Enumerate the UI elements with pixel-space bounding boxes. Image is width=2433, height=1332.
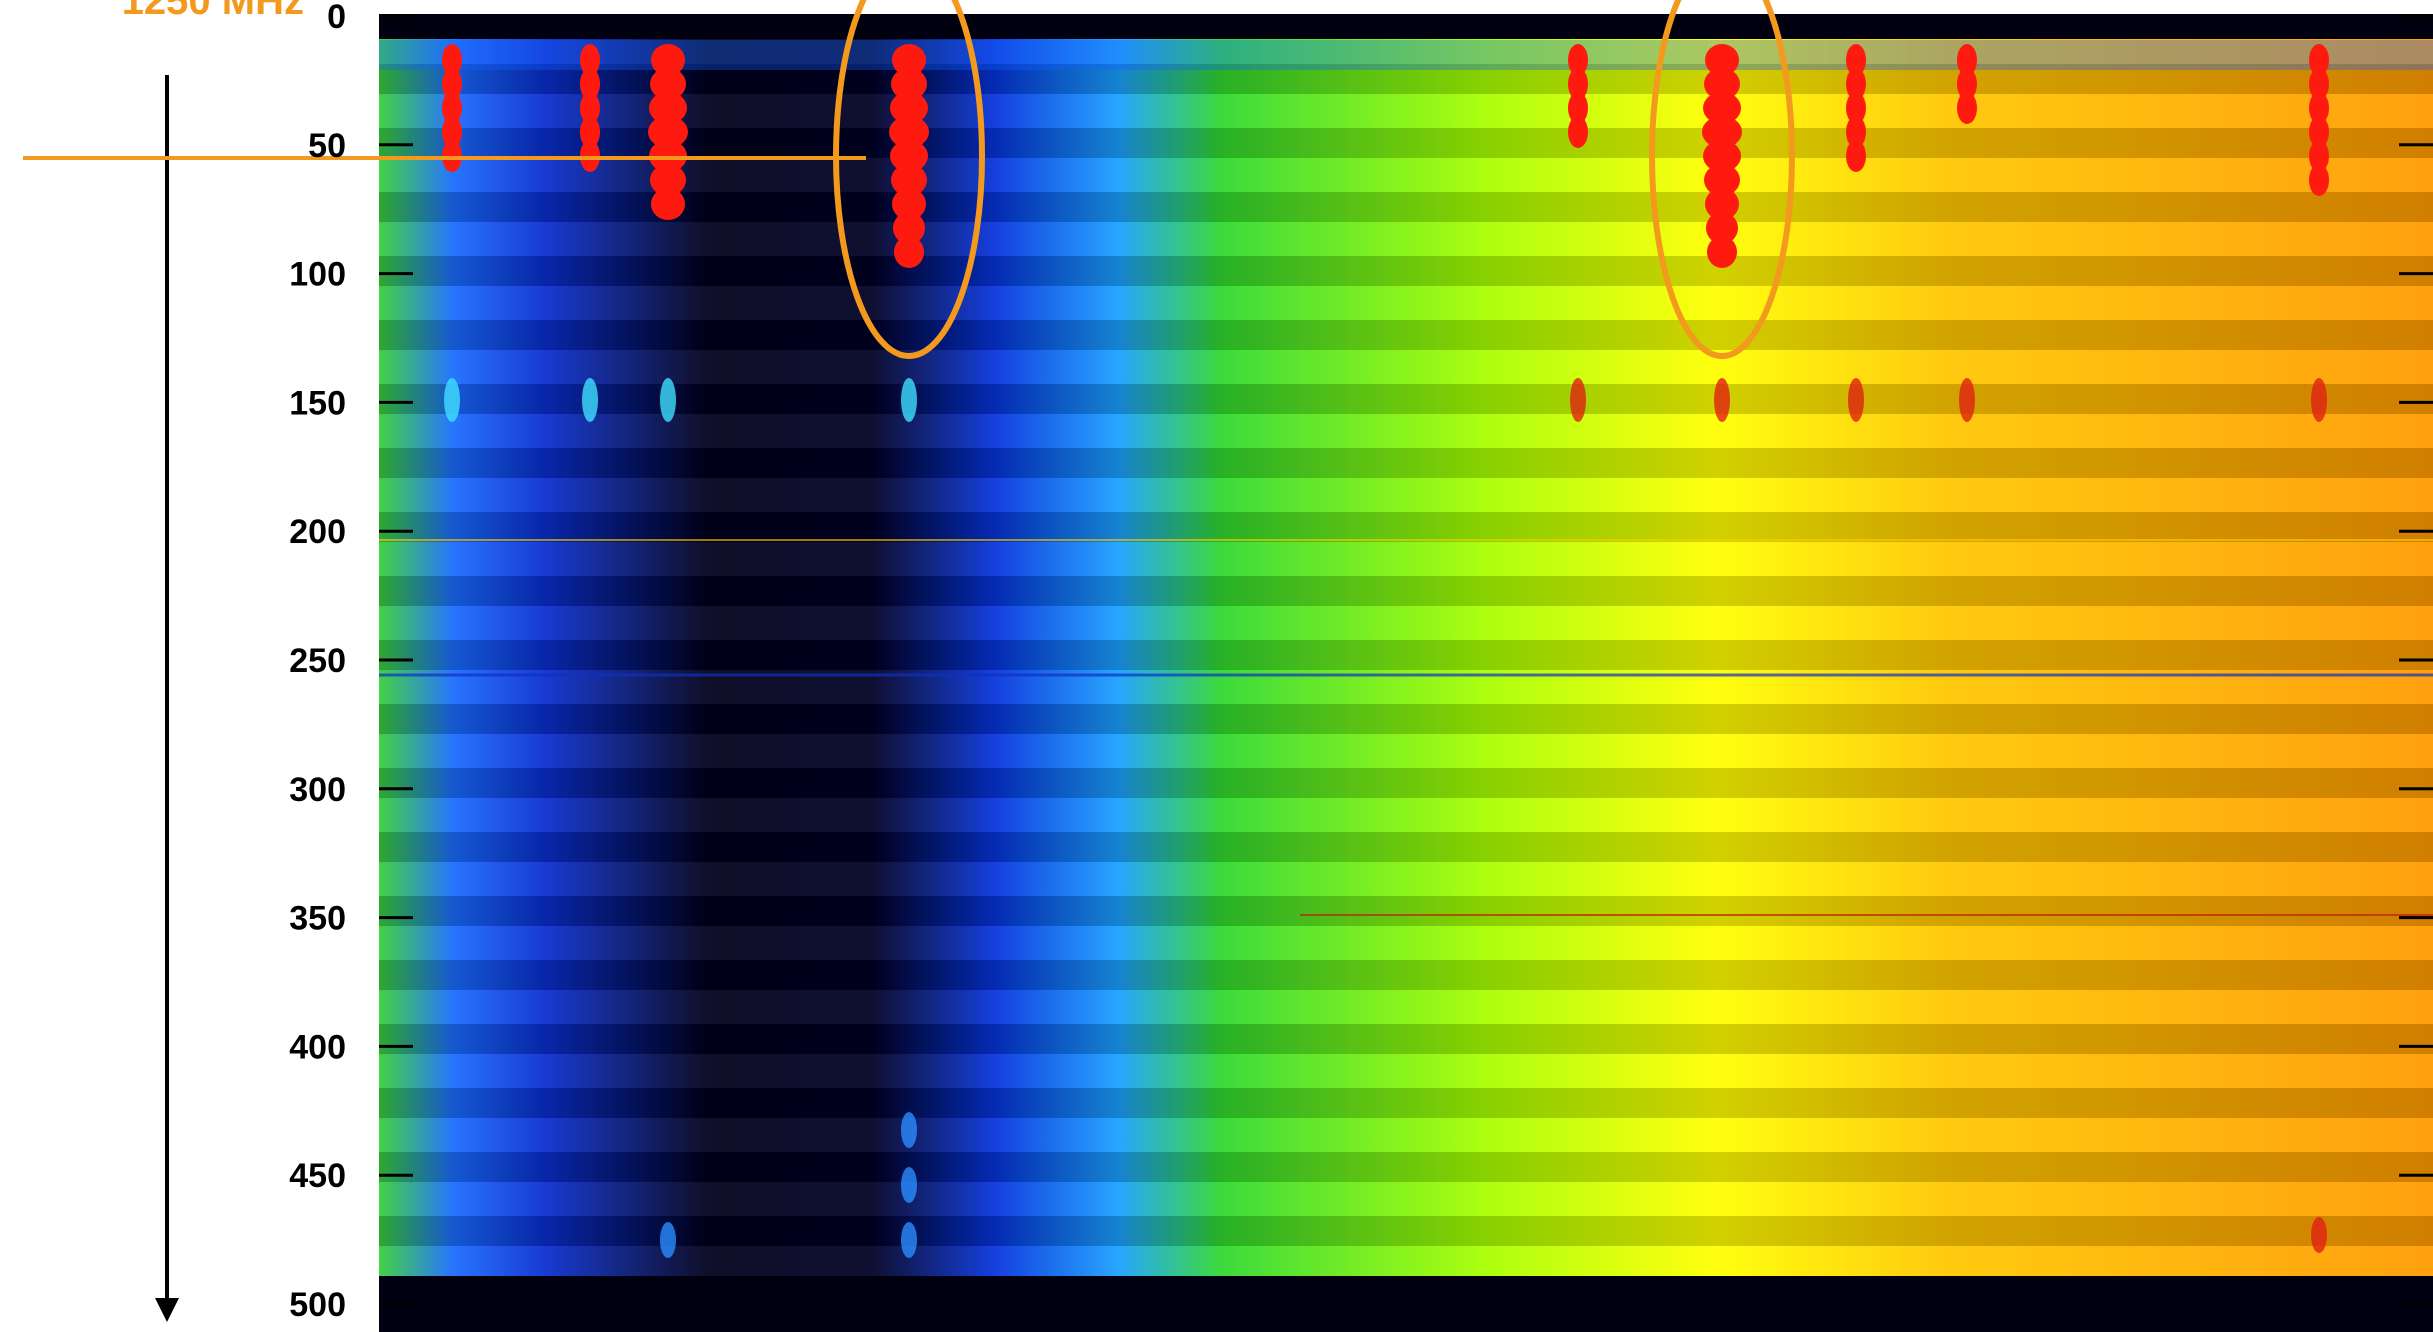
y-tick-label: 300 (289, 771, 346, 809)
signal-echo (2311, 378, 2327, 422)
signal-blob (442, 44, 462, 76)
signal-blob (1568, 92, 1588, 124)
signal-blob (891, 68, 927, 100)
signal-blob (890, 140, 928, 172)
signal-blob (1704, 68, 1740, 100)
heatmap-texture (379, 39, 2433, 1276)
signal-echo (901, 1167, 917, 1203)
signal-blob (580, 44, 600, 76)
signal-blob (892, 44, 926, 76)
signal-blob (442, 116, 462, 148)
axis-arrowhead (155, 1298, 179, 1322)
signal-blob (648, 116, 688, 148)
signal-blob (889, 116, 929, 148)
y-tick-label: 200 (289, 513, 346, 551)
signal-blob (1846, 116, 1866, 148)
spectrogram (379, 14, 2433, 1332)
signal-echo (660, 1222, 676, 1258)
signal-echo (1848, 378, 1864, 422)
signal-blobs (379, 44, 2433, 1258)
y-tick-label: 150 (289, 384, 346, 422)
signal-blob (1957, 92, 1977, 124)
signal-blob (2309, 68, 2329, 100)
bottom-band (379, 1276, 2433, 1332)
y-tick-label: 100 (289, 256, 346, 294)
y-tick-label: 450 (289, 1157, 346, 1195)
signal-echo (901, 378, 917, 422)
top-stripe (379, 40, 2433, 70)
signal-echo (901, 1112, 917, 1148)
signal-blob (1846, 140, 1866, 172)
signal-echo (901, 1222, 917, 1258)
y-tick-label: 350 (289, 900, 346, 938)
signal-blob (2309, 92, 2329, 124)
signal-blob (891, 164, 927, 196)
signal-blob (1846, 92, 1866, 124)
signal-echo (660, 378, 676, 422)
signal-echo (1570, 378, 1586, 422)
signal-blob (2309, 116, 2329, 148)
signal-blob (1568, 116, 1588, 148)
signal-echo (2311, 1217, 2327, 1253)
highlight-oval (833, 0, 985, 359)
signal-blob (1706, 212, 1738, 244)
signal-blob (442, 92, 462, 124)
y-tick-label: 250 (289, 642, 346, 680)
signal-blob (650, 68, 686, 100)
signal-blob (2309, 164, 2329, 196)
signal-blob (1707, 236, 1737, 268)
signal-blob (892, 188, 926, 220)
signal-echo (1714, 378, 1730, 422)
signal-blob (890, 92, 928, 124)
signal-blob (651, 44, 685, 76)
signal-blob (2309, 44, 2329, 76)
signal-blob (1957, 44, 1977, 76)
signal-blob (1568, 44, 1588, 76)
signal-blob (894, 236, 924, 268)
frequency-label: 1250 MHz (122, 0, 304, 23)
signal-blob (1705, 188, 1739, 220)
signal-blob (580, 68, 600, 100)
top-band (379, 14, 2433, 39)
signal-blob (1846, 68, 1866, 100)
y-tick-label: 500 (289, 1286, 346, 1324)
signal-blob (1846, 44, 1866, 76)
signal-echo (1959, 378, 1975, 422)
signal-blob (651, 188, 685, 220)
signal-blob (1568, 68, 1588, 100)
signal-echo (582, 378, 598, 422)
signal-blob (1957, 68, 1977, 100)
signal-blob (1703, 140, 1741, 172)
signal-blob (893, 212, 925, 244)
signal-blob (1702, 116, 1742, 148)
signal-blob (650, 164, 686, 196)
signal-blob (442, 68, 462, 100)
signal-echo (444, 378, 460, 422)
signal-blob (1703, 92, 1741, 124)
y-tick-label: 50 (308, 127, 346, 165)
highlight-oval (1649, 0, 1795, 359)
signal-blob (580, 92, 600, 124)
y-tick-label: 0 (327, 0, 346, 36)
signal-blob (649, 92, 687, 124)
signal-blob (1704, 164, 1740, 196)
signal-blob (580, 116, 600, 148)
y-tick-label: 400 (289, 1028, 346, 1066)
signal-blob (1705, 44, 1739, 76)
signal-blob (2309, 140, 2329, 172)
